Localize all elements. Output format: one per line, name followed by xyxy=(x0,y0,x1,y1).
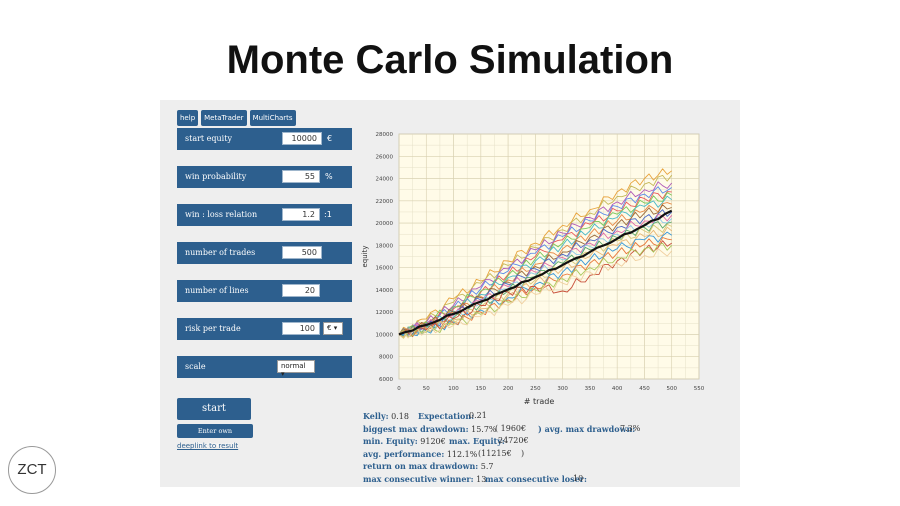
y-tick-label: 28000 xyxy=(376,132,394,138)
risk-per-trade-input[interactable]: 100 xyxy=(282,322,320,335)
x-axis-label: # trade xyxy=(524,397,555,406)
equity-line xyxy=(398,174,673,335)
biggest-drawdown-value: 15.7% xyxy=(471,424,497,434)
avg-performance-close: ) xyxy=(521,448,525,458)
y-tick-label: 20000 xyxy=(376,221,394,227)
number-of-lines-input[interactable]: 20 xyxy=(282,284,320,297)
x-tick-label: 450 xyxy=(639,386,650,392)
kelly-value: 0.18 xyxy=(391,412,409,421)
max-consecutive-winner-value: 13 xyxy=(476,474,487,484)
scale-select[interactable]: normal ▾ xyxy=(277,360,315,378)
start-equity-row: start equity 10000 € xyxy=(177,128,352,150)
risk-per-trade-row: risk per trade 100 € ▾ xyxy=(177,318,352,340)
start-equity-input[interactable]: 10000 xyxy=(282,132,322,145)
y-tick-label: 22000 xyxy=(376,199,394,205)
multicharts-button[interactable]: MultiCharts xyxy=(249,110,296,126)
equity-line xyxy=(398,242,673,338)
win-loss-relation-row: win : loss relation 1.2 :1 xyxy=(177,204,352,226)
x-tick-label: 250 xyxy=(530,386,541,392)
equity-line xyxy=(398,231,672,337)
y-axis-label: equity xyxy=(361,245,369,267)
y-tick-label: 16000 xyxy=(376,266,394,272)
avg-drawdown-label: ) avg. max drawdown: xyxy=(538,423,636,434)
y-tick-label: 18000 xyxy=(376,243,394,249)
y-tick-label: 10000 xyxy=(376,332,394,338)
help-button[interactable]: help xyxy=(177,110,199,126)
risk-unit-value: € xyxy=(327,324,332,332)
equity-line xyxy=(398,195,672,336)
number-of-lines-row: number of lines 20 xyxy=(177,280,352,302)
equity-chart: 6000 8000 10000 12000 14000 16000 18000 20000 22… xyxy=(361,132,705,406)
x-tick-label: 200 xyxy=(503,386,514,392)
number-of-lines-label: number of lines xyxy=(185,286,249,295)
return-on-drawdown-label: return on max drawdown: xyxy=(363,461,479,471)
y-tick-label: 26000 xyxy=(376,154,394,160)
equity-line xyxy=(398,191,672,338)
number-of-trades-input[interactable]: 500 xyxy=(282,246,322,259)
x-tick-label: 100 xyxy=(448,386,459,392)
win-loss-relation-label: win : loss relation xyxy=(185,210,258,219)
y-tick-label: 6000 xyxy=(379,377,393,383)
kelly-label: Kelly: xyxy=(363,411,389,421)
avg-performance-label: avg. performance: xyxy=(363,448,445,459)
x-tick-label: 500 xyxy=(666,386,677,392)
x-tick-label: 50 xyxy=(423,386,430,392)
x-tick-label: 400 xyxy=(612,386,623,392)
statistics-panel: Kelly: 0.18 Expectation: 0.21 biggest ma… xyxy=(363,410,640,485)
expectation-value: 0.21 xyxy=(469,411,487,420)
scale-label: scale xyxy=(185,362,206,371)
risk-unit-select[interactable]: € ▾ xyxy=(323,322,343,335)
x-tick-label: 550 xyxy=(694,386,705,392)
x-tick-label: 350 xyxy=(585,386,596,392)
avg-performance-abs: (11215€ xyxy=(478,448,512,458)
min-equity-value: 9120€ xyxy=(420,437,446,446)
equity-line xyxy=(398,186,672,335)
max-equity-label: max. Equity: xyxy=(449,436,505,446)
equity-line xyxy=(398,181,673,336)
max-consecutive-winner-label: max consecutive winner: xyxy=(363,473,474,484)
deeplink-to-result-link[interactable]: deeplink to result xyxy=(177,442,239,450)
x-tick-label: 150 xyxy=(476,386,487,392)
y-tick-label: 14000 xyxy=(376,288,394,294)
metatrader-button[interactable]: MetaTrader xyxy=(201,110,247,126)
win-loss-relation-unit: :1 xyxy=(324,210,332,219)
equity-line xyxy=(398,237,672,337)
zct-logo: ZCT xyxy=(8,446,56,494)
chevron-down-icon: ▾ xyxy=(281,370,285,378)
max-equity-value: 24720€ xyxy=(498,436,529,445)
risk-per-trade-label: risk per trade xyxy=(185,324,241,333)
win-probability-input[interactable]: 55 xyxy=(282,170,320,183)
avg-drawdown-value: 7.3% xyxy=(620,423,641,433)
biggest-drawdown-abs: ( 1960€ xyxy=(495,423,527,433)
scale-value: normal xyxy=(281,362,306,370)
return-on-drawdown-value: 5.7 xyxy=(480,462,494,471)
avg-performance-value: 112.1% xyxy=(446,449,478,459)
win-probability-label: win probability xyxy=(185,172,247,181)
x-tick-label: 300 xyxy=(557,386,568,392)
win-probability-row: win probability 55 % xyxy=(177,166,352,188)
start-equity-unit: € xyxy=(327,134,333,143)
equity-line xyxy=(398,248,673,339)
min-equity-label: min. Equity: xyxy=(363,436,418,446)
expectation-label: Expectation: xyxy=(418,411,475,421)
chevron-down-icon: ▾ xyxy=(333,324,338,332)
start-simulation-button[interactable]: start simulation xyxy=(177,398,251,436)
biggest-drawdown-label: biggest max drawdown: xyxy=(363,423,469,434)
x-tick-label: 0 xyxy=(397,386,401,392)
page-title: Monte Carlo Simulation xyxy=(226,38,674,82)
max-consecutive-loser-value: 10 xyxy=(573,473,584,483)
number-of-trades-row: number of trades 500 xyxy=(177,242,352,264)
start-equity-label: start equity xyxy=(185,134,232,143)
y-tick-label: 8000 xyxy=(379,355,393,361)
win-loss-relation-input[interactable]: 1.2 xyxy=(282,208,320,221)
win-probability-unit: % xyxy=(325,172,333,181)
y-tick-label: 24000 xyxy=(376,177,394,183)
enter-trackrecord-button[interactable]: Enter own Trackrecord xyxy=(177,424,253,449)
top-button-bar: help MetaTrader MultiCharts xyxy=(177,110,296,126)
scale-row: scale normal ▾ xyxy=(177,356,352,378)
max-consecutive-loser-label: max consecutive loser: xyxy=(485,473,587,484)
average-equity-line xyxy=(398,209,673,336)
y-tick-label: 12000 xyxy=(376,310,394,316)
number-of-trades-label: number of trades xyxy=(185,248,256,257)
